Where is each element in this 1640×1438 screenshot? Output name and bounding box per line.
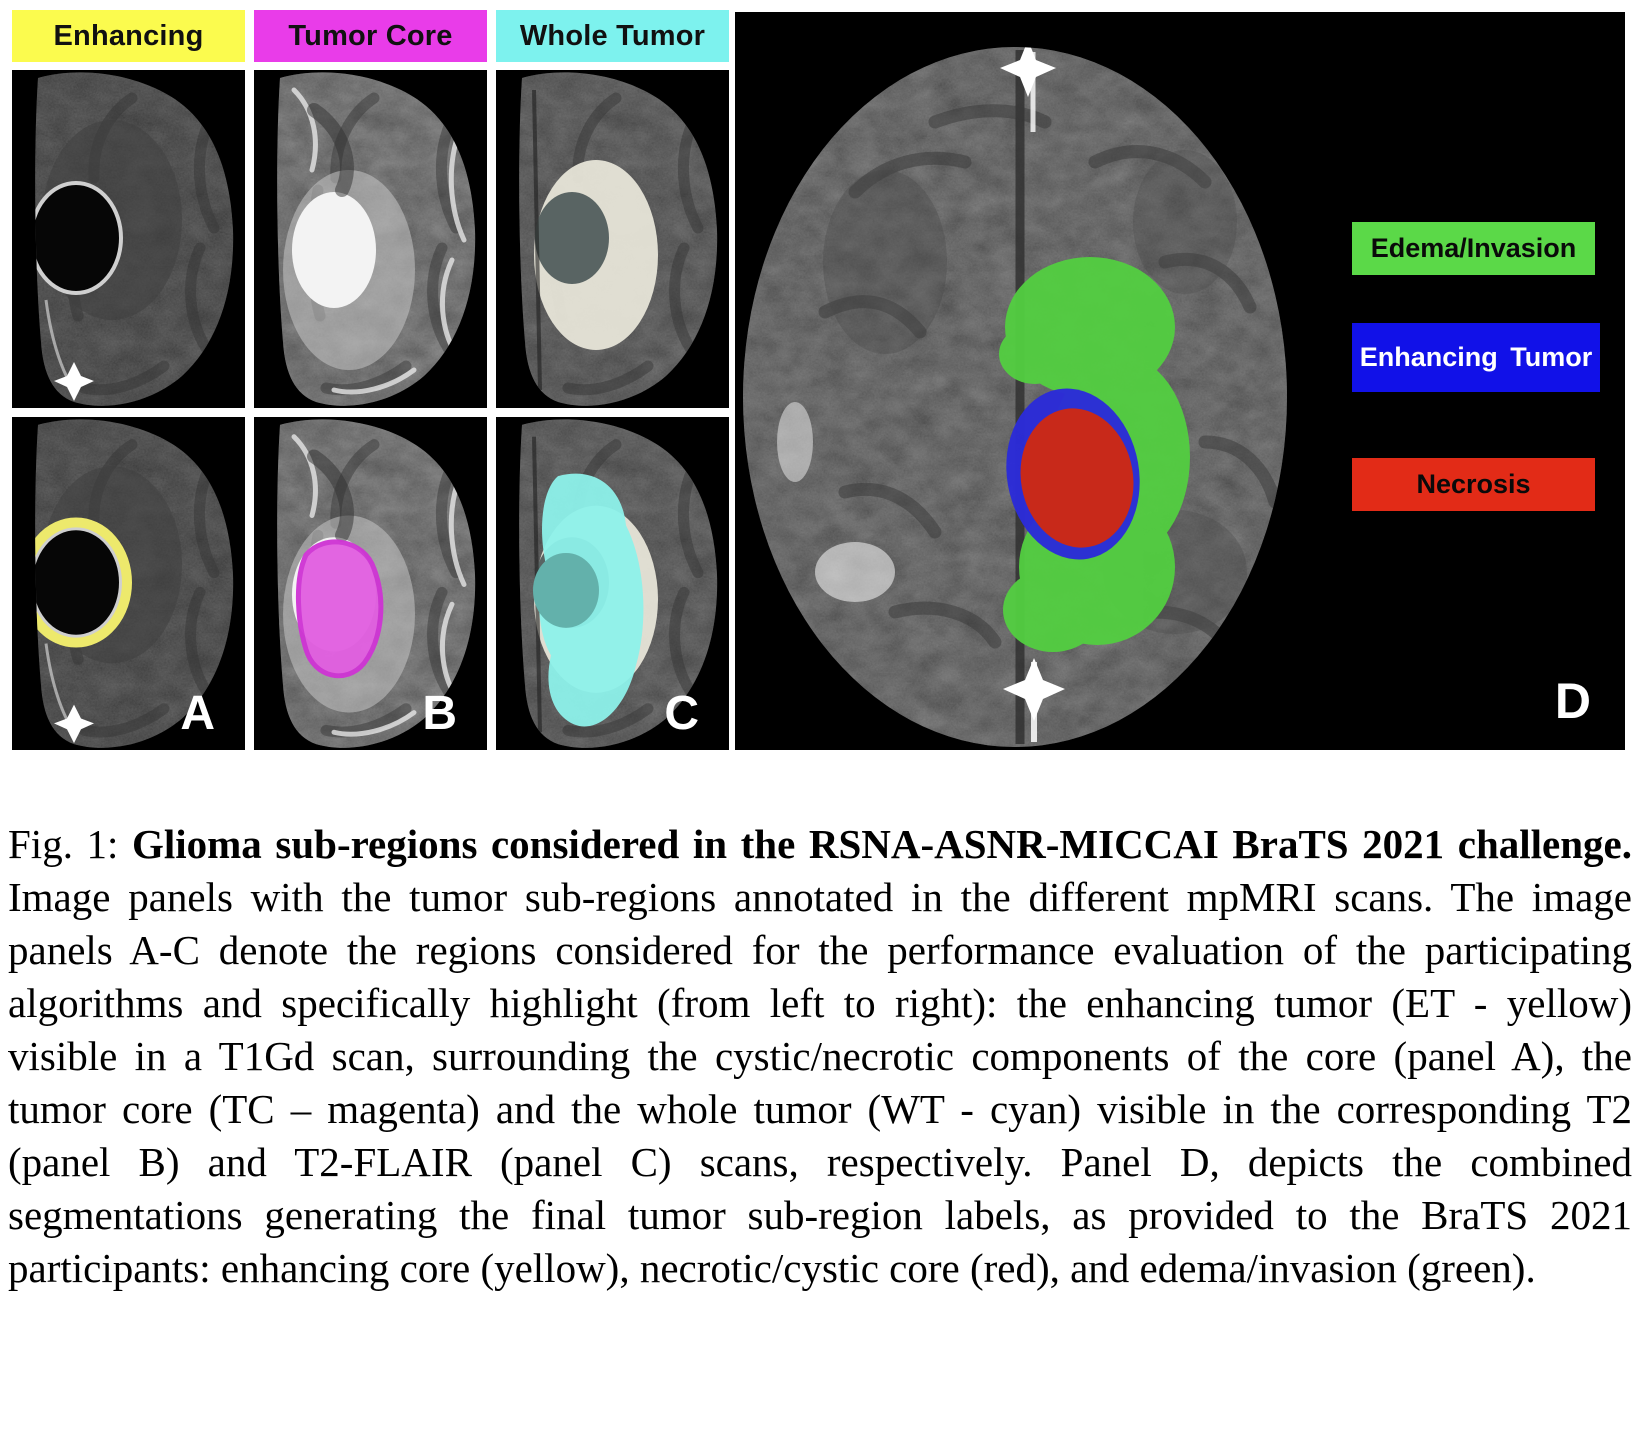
legend-edema-invasion: Edema/Invasion xyxy=(1352,222,1595,275)
panel-letter-b: B xyxy=(422,687,457,740)
panel-letter-d: D xyxy=(1554,673,1591,729)
column-header-whole-tumor: Whole Tumor xyxy=(496,10,729,62)
mri-panel-flair-annotated: C xyxy=(496,417,729,750)
panel-letter-a: A xyxy=(180,687,215,740)
caption-figure-label: Fig. 1: xyxy=(8,821,132,867)
column-header-tumor-core: Tumor Core xyxy=(254,10,487,62)
mri-panel-t2-annotated: B xyxy=(254,417,487,750)
mri-panel-t1gd-annotated: A xyxy=(12,417,245,750)
legend-necrosis: Necrosis xyxy=(1352,458,1595,511)
figure-caption: Fig. 1: Glioma sub-regions considered in… xyxy=(8,818,1632,1295)
mri-panel-combined-segmentation: Edema/Invasion Enhancing Tumor Necrosis … xyxy=(735,12,1625,750)
figure-1-image: Enhancing Tumor Core Whole Tumor xyxy=(12,10,1625,750)
mri-panel-flair-plain xyxy=(496,70,729,408)
caption-bold-title: Glioma sub-regions considered in the RSN… xyxy=(131,821,1632,867)
mri-panel-t2-plain xyxy=(254,70,487,408)
caption-body-text: Image panels with the tumor sub-regions … xyxy=(8,874,1632,1291)
legend-enhancing-tumor: Enhancing Tumor xyxy=(1352,323,1600,392)
mri-panel-t1gd-plain xyxy=(12,70,245,408)
column-header-enhancing: Enhancing xyxy=(12,10,245,62)
panel-letter-c: C xyxy=(664,687,699,740)
